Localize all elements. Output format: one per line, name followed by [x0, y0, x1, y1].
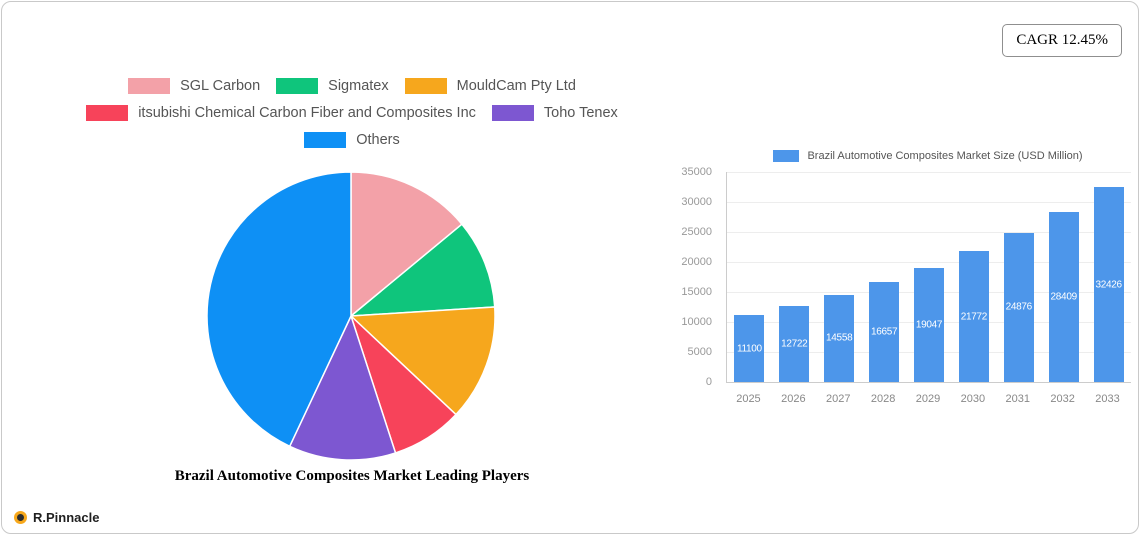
legend-label: SGL Carbon: [180, 78, 261, 94]
x-tick-label: 2029: [915, 393, 941, 405]
bar-chart: Brazil Automotive Composites Market Size…: [662, 142, 1138, 422]
legend-label: Sigmatex: [328, 78, 389, 94]
bar-value-label: 12722: [781, 338, 808, 350]
x-tick-label: 2031: [1005, 393, 1030, 405]
y-axis-labels: 0 5000 10000 15000 20000 25000 30000 35000: [662, 166, 720, 388]
gridline: [727, 202, 1131, 203]
x-tick-label: 2028: [870, 393, 896, 405]
pie-legend-item-others[interactable]: Others: [304, 132, 400, 148]
brand-logo: R.Pinnacle: [14, 510, 99, 525]
pie-legend-row: itsubishi Chemical Carbon Fiber and Comp…: [32, 105, 672, 121]
bar-value-label: 16657: [870, 326, 898, 338]
pie-title: Brazil Automotive Composites Market Lead…: [174, 468, 530, 484]
y-tick-label: 35000: [681, 166, 712, 178]
pie-legend-item-sigmatex[interactable]: Sigmatex: [276, 78, 389, 94]
bar-2026: 12722: [779, 305, 810, 382]
legend-label: Others: [356, 132, 400, 148]
x-tick-label: 2027: [826, 393, 851, 405]
bar-2030: 21772: [958, 251, 989, 382]
pie-slice-sgl-carbon: [350, 171, 464, 318]
pie-legend-item-mouldcam-pty-ltd[interactable]: MouldCam Pty Ltd: [404, 78, 576, 94]
pie-legend-row: Others: [32, 132, 672, 148]
bar-2027: 14558: [824, 294, 855, 382]
legend-label: Toho Tenex: [543, 105, 618, 121]
pie-legend: SGL Carbon Sigmatex MouldCam Pty Ltd itsub…: [32, 78, 672, 159]
bar-value-label: 21772: [960, 311, 988, 323]
legend-label: MouldCam Pty Ltd: [456, 78, 576, 94]
bar-value-label: 14558: [826, 332, 853, 344]
y-tick-label: 15000: [681, 286, 712, 298]
legend-swatch: [128, 78, 171, 94]
cagr-badge: CAGR 12.45%: [1002, 24, 1122, 57]
bar-value-label: 11100: [736, 343, 762, 355]
pie-legend-item-sgl-carbon[interactable]: SGL Carbon: [128, 78, 260, 94]
y-tick-label: 25000: [681, 226, 712, 238]
bar-legend[interactable]: Brazil Automotive Composites Market Size…: [726, 150, 1130, 162]
bar-2029: 19047: [914, 267, 944, 382]
brand-icon: [14, 511, 27, 524]
bar-2031: 24876: [1003, 232, 1034, 382]
x-axis-labels: 2025 2026 2027 2028 2029 2030 2031 2032 2033: [726, 388, 1130, 406]
pie-legend-item-toho-tenex[interactable]: Toho Tenex: [491, 105, 618, 121]
pie-slice-toho-tenex: [288, 313, 397, 461]
bar-value-label: 32426: [1095, 279, 1122, 291]
bar-2032: 28409: [1048, 211, 1079, 382]
gridline: [727, 262, 1131, 263]
gridline: [727, 232, 1131, 233]
x-tick-label: 2025: [736, 393, 761, 405]
y-tick-label: 10000: [681, 316, 712, 328]
pie-legend-item-itsubishi-chemical-carbon-fiber-and-composites-inc[interactable]: itsubishi Chemical Carbon Fiber and Comp…: [86, 105, 476, 121]
bar-value-label: 28409: [1050, 291, 1078, 303]
brand-name: R.Pinnacle: [33, 510, 100, 525]
bar-2028: 16657: [869, 282, 900, 382]
legend-swatch: [86, 105, 129, 121]
pie-legend-row: SGL Carbon Sigmatex MouldCam Pty Ltd: [32, 78, 672, 94]
bar-legend-label: Brazil Automotive Composites Market Size…: [807, 150, 1083, 162]
bar-2025: 11100: [734, 315, 765, 382]
x-tick-label: 2033: [1095, 393, 1120, 405]
x-tick-label: 2026: [781, 393, 806, 405]
gridline: [727, 172, 1131, 173]
bar-2033: 32426: [1093, 187, 1124, 382]
x-tick-label: 2032: [1050, 393, 1075, 405]
legend-swatch: [404, 78, 447, 94]
legend-swatch: [491, 105, 534, 121]
bar-plot: 11100 12722 14558 16657 19047 21772 24876 28409…: [726, 172, 1131, 383]
legend-label: itsubishi Chemical Carbon Fiber and Comp…: [138, 105, 476, 121]
pie-slice-others: [206, 171, 352, 448]
bar-value-label: 19047: [915, 319, 943, 331]
y-tick-label: 5000: [687, 346, 712, 358]
pie-slice-sigmatex: [348, 223, 496, 317]
x-tick-label: 2030: [960, 393, 986, 405]
bar-legend-swatch: [773, 150, 800, 162]
pie-chart: [206, 171, 496, 461]
legend-swatch: [304, 132, 347, 148]
y-tick-label: 20000: [681, 256, 712, 268]
y-tick-label: 30000: [681, 196, 712, 208]
legend-swatch: [276, 78, 319, 94]
bar-value-label: 24876: [1005, 301, 1033, 313]
pie-slice-mouldcam-pty-ltd: [349, 306, 496, 416]
y-tick-label: 0: [705, 376, 712, 388]
